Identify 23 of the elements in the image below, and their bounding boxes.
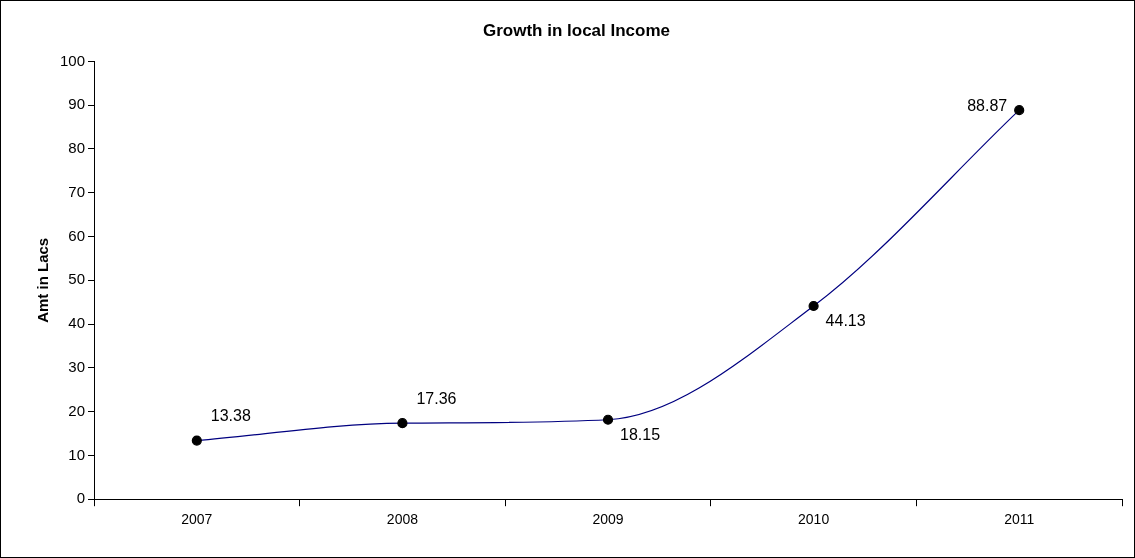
x-tick-label: 2009 [592, 511, 624, 528]
x-tick-label: 2008 [386, 511, 419, 528]
y-tick-label: 50 [68, 270, 86, 288]
x-tick-label: 2007 [181, 511, 213, 528]
data-label: 44.13 [825, 312, 866, 330]
y-tick-label: 30 [68, 358, 86, 375]
data-label: 13.38 [210, 407, 251, 425]
y-tick-label: 70 [68, 182, 86, 200]
x-tick-label: 2011 [1004, 511, 1035, 528]
y-tick-label: 90 [68, 95, 86, 113]
data-label: 18.15 [620, 426, 661, 444]
x-tick-label: 2010 [798, 511, 830, 528]
y-tick-label: 80 [68, 139, 86, 157]
y-tick-label: 60 [68, 226, 86, 244]
y-tick-label: 0 [76, 489, 86, 507]
data-label: 88.87 [967, 96, 1008, 114]
y-tick-label: 10 [68, 445, 86, 463]
y-tick-label: 40 [68, 314, 86, 332]
y-tick-label: 20 [68, 401, 86, 419]
data-label: 17.36 [416, 389, 457, 407]
y-axis-title: Amt in Lacs [34, 237, 52, 323]
chart-title: Growth in local Income [482, 20, 671, 40]
y-tick-label: 100 [60, 51, 86, 69]
